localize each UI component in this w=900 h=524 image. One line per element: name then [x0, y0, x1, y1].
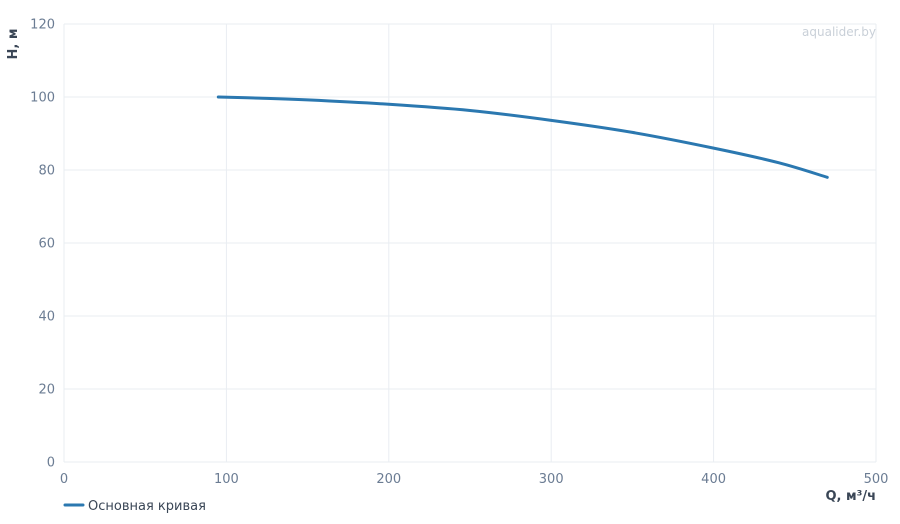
x-axis-title: Q, м³/ч — [825, 489, 876, 504]
y-tick-label: 40 — [38, 310, 55, 325]
watermark: aqualider.by — [802, 25, 876, 39]
series-layer — [216, 95, 829, 179]
x-tick-label: 0 — [60, 472, 68, 487]
y-axis-ticks: 0 20 40 60 80 100 120 — [30, 18, 55, 471]
y-tick-label: 120 — [30, 18, 55, 33]
x-tick-label: 500 — [864, 472, 889, 487]
x-tick-label: 200 — [376, 472, 401, 487]
y-tick-label: 80 — [38, 164, 55, 179]
legend-label[interactable]: Основная кривая — [88, 499, 206, 514]
y-axis-title: H, м — [6, 29, 21, 60]
x-tick-label: 400 — [701, 472, 726, 487]
y-tick-label: 100 — [30, 91, 55, 106]
y-tick-label: 20 — [38, 383, 55, 398]
grid — [63, 23, 877, 463]
legend[interactable]: Основная кривая — [63, 499, 206, 514]
series-line[interactable] — [216, 95, 829, 179]
x-tick-label: 300 — [539, 472, 564, 487]
x-tick-label: 100 — [214, 472, 239, 487]
y-tick-label: 60 — [38, 237, 55, 252]
y-tick-label: 0 — [47, 456, 55, 471]
x-axis-ticks: 0 100 200 300 400 500 — [60, 472, 889, 487]
